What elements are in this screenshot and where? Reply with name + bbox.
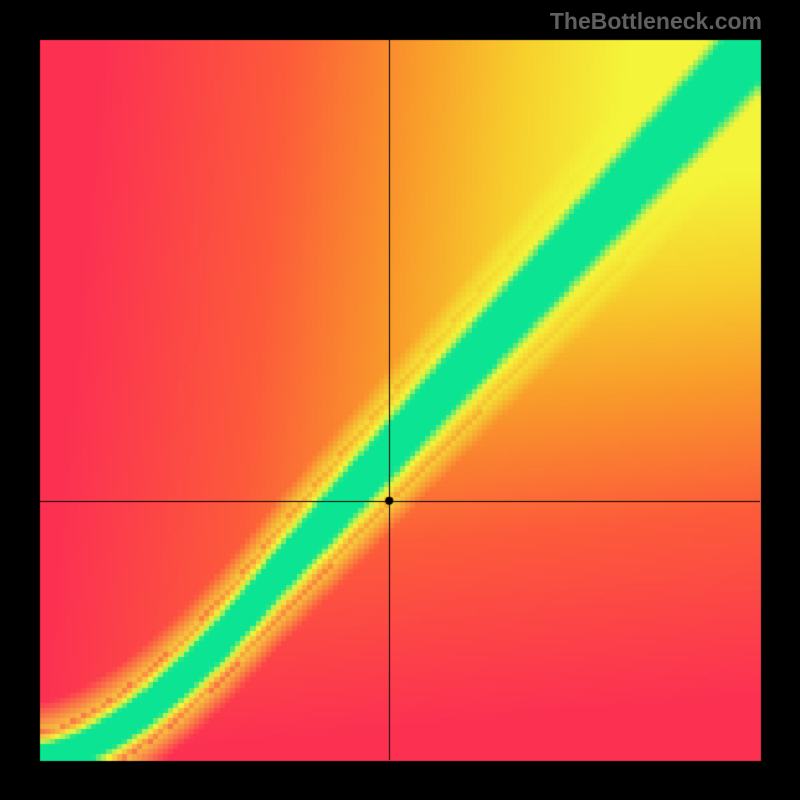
chart-container: TheBottleneck.com bbox=[0, 0, 800, 800]
watermark-text: TheBottleneck.com bbox=[550, 8, 762, 35]
heatmap-canvas bbox=[0, 0, 800, 800]
